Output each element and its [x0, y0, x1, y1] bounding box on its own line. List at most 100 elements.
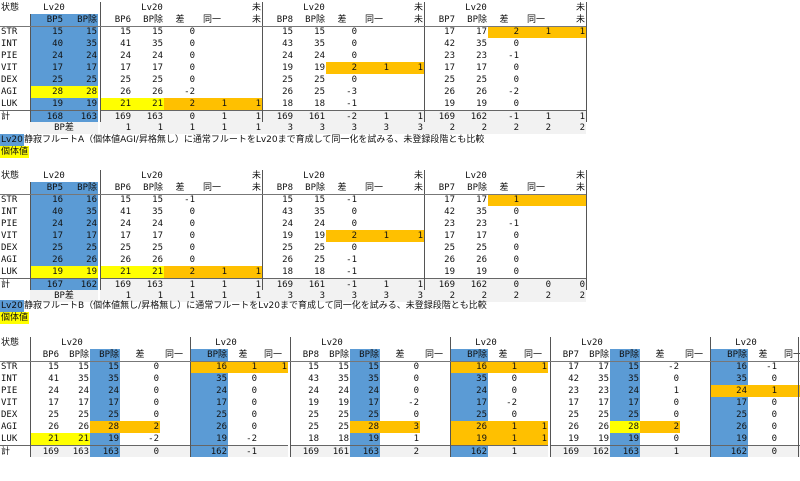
value: 42 [444, 207, 455, 217]
sa-head: 差 [499, 183, 509, 193]
bp-value: 17 [476, 231, 487, 241]
diff-value: 0 [189, 243, 195, 253]
same-value [258, 385, 288, 397]
diff-value: 0 [413, 374, 419, 384]
total: 1 [640, 445, 680, 457]
value: 26 [444, 87, 455, 97]
diff-value: 1 [488, 194, 520, 206]
bp-jo-value: 19 [350, 433, 380, 445]
bp-value: 21 [60, 433, 90, 445]
base-bp-value: 26 [64, 254, 98, 266]
bp-diff: 2 [552, 122, 586, 134]
bp-value: 19 [476, 99, 487, 109]
grid-line [262, 2, 263, 122]
lv20-bp-value: 26 [710, 421, 748, 433]
diff-value: 0 [673, 410, 679, 420]
base-value: 24 [30, 218, 64, 230]
value: 15 [308, 362, 319, 372]
total: 0 [520, 278, 552, 290]
diff-value: 0 [189, 255, 195, 265]
grid-line [450, 337, 451, 457]
total: 162 [580, 445, 610, 457]
base-value: 40 [30, 38, 64, 50]
grid-line [586, 170, 587, 290]
stat-label: AGI [1, 255, 18, 265]
diff-value: 0 [513, 255, 519, 265]
total: 161 [294, 110, 326, 122]
same-value [520, 86, 552, 98]
mi-value [228, 86, 262, 98]
total: 169 [262, 278, 294, 290]
total: 169 [424, 110, 456, 122]
bp-value: 19 [338, 398, 349, 408]
same-value [358, 74, 390, 86]
spacer [160, 433, 188, 445]
diff-value: 0 [673, 434, 679, 444]
same-value [196, 194, 228, 206]
base-bp-value: 19 [64, 266, 98, 278]
bp-value: 24 [314, 219, 325, 229]
stat-label: LUK [1, 267, 18, 277]
bp-diff: 3 [326, 290, 358, 302]
total: -1 [488, 110, 520, 122]
lv20-bp-value: 26 [450, 421, 488, 433]
value: 24 [120, 51, 131, 61]
bp-jo-value: 15 [350, 361, 380, 373]
value: 41 [48, 374, 59, 384]
value: 26 [120, 87, 131, 97]
stat-label: STR [1, 195, 18, 205]
lv20-bp-value: 25 [710, 409, 748, 421]
value: 17 [444, 195, 455, 205]
diff-value: 1 [413, 434, 419, 444]
spacer [160, 421, 188, 433]
bp-value: 15 [152, 195, 163, 205]
mi-head: 未 [251, 183, 261, 193]
grid-line [798, 337, 799, 457]
bp-value: 18 [338, 434, 349, 444]
mi-value [552, 38, 586, 50]
mi-value [552, 218, 586, 230]
same-value [196, 62, 228, 74]
spacer [420, 385, 448, 397]
bp-diff: 1 [132, 290, 164, 302]
bp-diff: 2 [424, 122, 456, 134]
mi-head: 未 [413, 183, 423, 193]
lv20-label: Lv20 [303, 3, 325, 13]
doitsu-head: 同一 [526, 15, 545, 25]
diff-value: 2 [488, 26, 520, 38]
total: 1 [196, 110, 228, 122]
diff-value: 0 [413, 362, 419, 372]
value: 41 [120, 39, 131, 49]
same-value [196, 218, 228, 230]
lv20-label: Lv20 [215, 338, 237, 348]
spacer [160, 409, 188, 421]
bp-value: 21 [132, 98, 164, 110]
diff-value: -2 [408, 398, 419, 408]
mi-value [228, 50, 262, 62]
total: 162 [450, 445, 488, 457]
same-value: 1 [518, 433, 548, 445]
same-value [520, 98, 552, 110]
diff-value: 0 [251, 422, 257, 432]
bp-value: 17 [152, 231, 163, 241]
spacer [420, 397, 448, 409]
mi-value [552, 194, 586, 206]
bp-jo-head: BP除 [467, 15, 487, 25]
total: 163 [610, 445, 640, 457]
diff-value: -2 [246, 434, 257, 444]
mi-value [228, 230, 262, 242]
value: 41 [120, 207, 131, 217]
lv20-bp-value: 24 [710, 385, 748, 397]
sa-head: 差 [758, 350, 768, 360]
total-label: 計 [0, 110, 30, 122]
diff-value: 0 [771, 398, 777, 408]
same-value [358, 254, 390, 266]
value: 25 [444, 75, 455, 85]
value: 18 [282, 267, 293, 277]
diff-value: 1 [673, 386, 679, 396]
stat-label: AGI [1, 87, 18, 97]
total: 0 [748, 445, 778, 457]
lv20-label: Lv20 [303, 171, 325, 181]
mi-value: 1 [228, 266, 262, 278]
grid-line [710, 337, 711, 457]
